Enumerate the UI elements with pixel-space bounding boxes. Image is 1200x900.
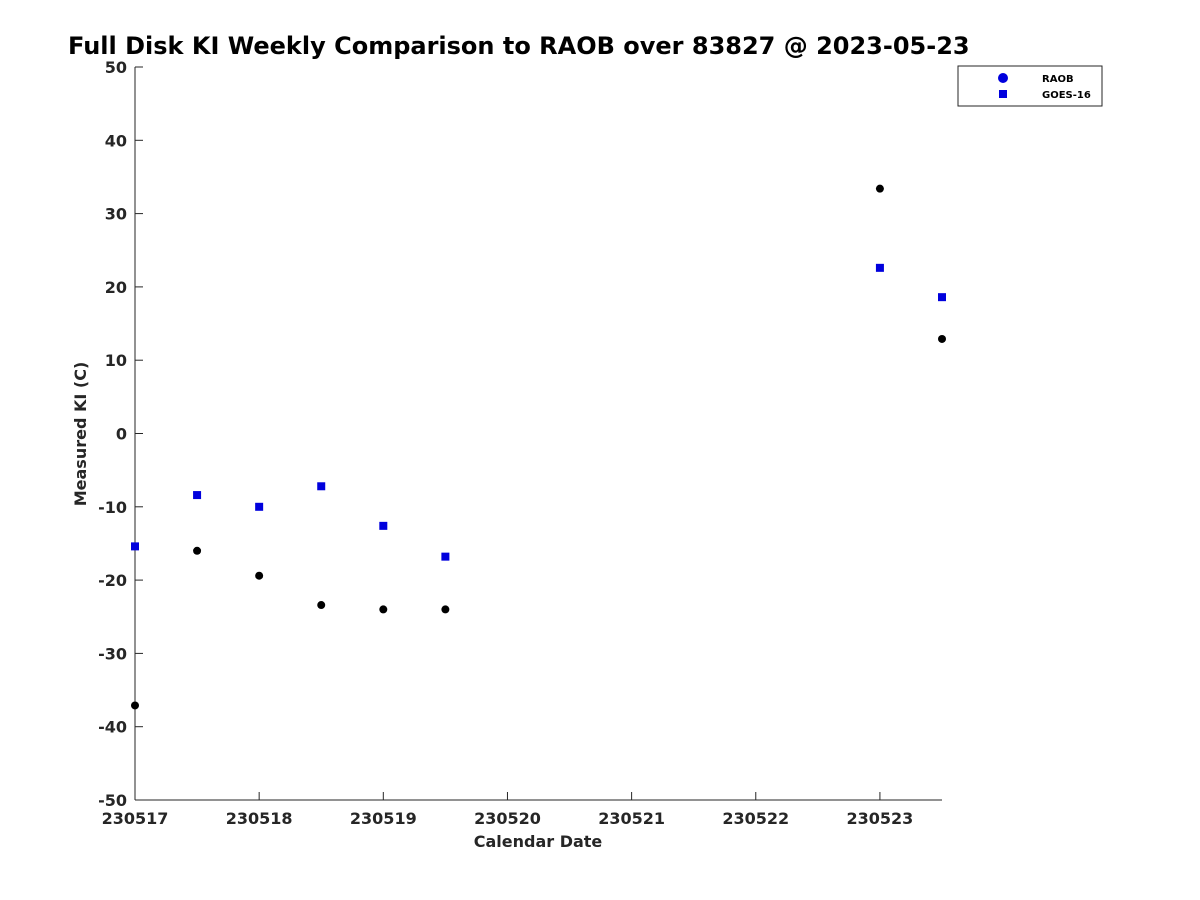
y-tick-label: -20 bbox=[98, 571, 127, 590]
y-tick-label: -40 bbox=[98, 718, 127, 737]
y-tick-label: 0 bbox=[116, 425, 127, 444]
x-ticks: 230517 230518 230519 230520 230521 230522 2305… bbox=[102, 792, 914, 828]
y-ticks: 50 40 30 20 10 0 -10 -20 -30 -40 -50 bbox=[98, 58, 143, 810]
x-tick-label: 230520 bbox=[474, 809, 541, 828]
chart-title: Full Disk KI Weekly Comparison to RAOB o… bbox=[68, 32, 970, 60]
y-tick-label: 50 bbox=[105, 58, 127, 77]
legend-box bbox=[957, 65, 1103, 107]
y-axis-label: Measured KI (C) bbox=[71, 362, 90, 507]
goes16-point bbox=[441, 552, 450, 561]
x-tick-label: 230518 bbox=[226, 809, 293, 828]
goes16-point bbox=[317, 482, 326, 491]
raob-point bbox=[193, 546, 202, 555]
raob-point bbox=[317, 601, 326, 610]
legend: RAOB GOES-16 bbox=[957, 65, 1103, 107]
y-tick-label: 30 bbox=[105, 205, 127, 224]
goes16-point bbox=[131, 542, 139, 551]
legend-goes16-marker bbox=[999, 90, 1007, 98]
y-tick-label: 10 bbox=[105, 351, 127, 370]
y-tick-label: -50 bbox=[98, 791, 127, 810]
goes16-point bbox=[379, 521, 388, 530]
x-tick-label: 230523 bbox=[847, 809, 914, 828]
axes bbox=[134, 67, 942, 801]
legend-goes16-label: GOES-16 bbox=[1042, 90, 1091, 101]
x-tick-label: 230522 bbox=[722, 809, 789, 828]
series-layer bbox=[131, 184, 946, 710]
x-tick-label: 230519 bbox=[350, 809, 417, 828]
goes16-point bbox=[875, 263, 884, 272]
raob-point bbox=[255, 571, 264, 580]
x-tick-label: 230517 bbox=[102, 809, 169, 828]
raob-point bbox=[938, 334, 946, 343]
series-goes-16 bbox=[131, 263, 946, 561]
raob-point bbox=[131, 701, 139, 710]
y-tick-label: 20 bbox=[105, 278, 127, 297]
goes16-point bbox=[255, 502, 264, 511]
goes16-point bbox=[193, 491, 202, 500]
raob-point bbox=[379, 605, 388, 614]
raob-point bbox=[441, 605, 450, 614]
raob-point bbox=[875, 184, 884, 193]
y-tick-label: -10 bbox=[98, 498, 127, 517]
legend-raob-label: RAOB bbox=[1042, 74, 1074, 85]
x-tick-label: 230521 bbox=[598, 809, 665, 828]
goes16-point bbox=[938, 293, 946, 302]
x-axis-label: Calendar Date bbox=[474, 832, 603, 851]
y-tick-label: 40 bbox=[105, 131, 127, 150]
series-raob bbox=[131, 184, 946, 710]
legend-raob-marker bbox=[998, 73, 1008, 83]
y-tick-label: -30 bbox=[98, 644, 127, 663]
